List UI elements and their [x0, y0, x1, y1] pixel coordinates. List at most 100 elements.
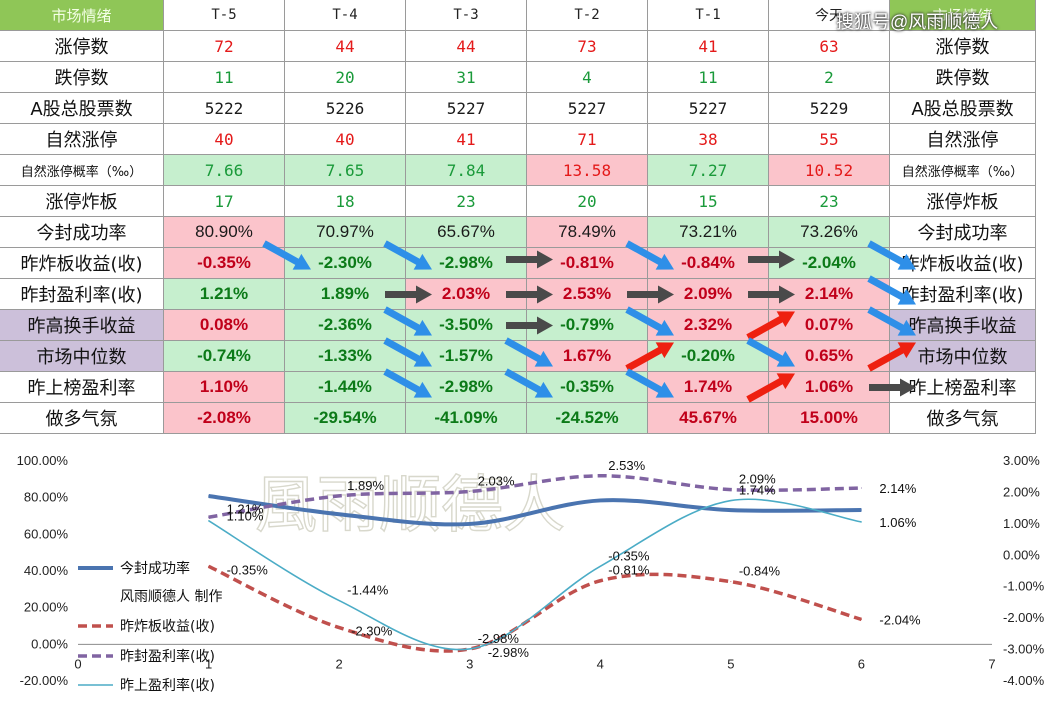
series-point-1: [730, 581, 732, 583]
row-label-right: 市场中位数: [890, 341, 1036, 372]
table-cell: 13.58: [527, 155, 648, 186]
data-label: 1.06%: [879, 515, 916, 530]
header-cell-2: T-4: [285, 0, 406, 31]
data-label: -2.04%: [879, 612, 921, 627]
table-cell: 17: [164, 186, 285, 217]
table-cell: -0.35%: [164, 248, 285, 279]
series-point-3: [730, 500, 732, 502]
row-label-right: 涨停炸板: [890, 186, 1036, 217]
left-tick-label: 80.00%: [24, 490, 69, 505]
table-cell: 7.65: [285, 155, 406, 186]
table-cell: 40: [285, 124, 406, 155]
right-tick-label: -4.00%: [1003, 673, 1045, 688]
series-line-2: [208, 474, 862, 519]
series-point-1: [860, 618, 862, 620]
series-point-1: [338, 627, 340, 629]
legend-item-sealprofit: 昨封盈利率(收): [120, 648, 215, 665]
row-label: 涨停炸板: [0, 186, 164, 217]
x-tick-label: 1: [205, 656, 212, 671]
table-cell: -2.36%: [285, 310, 406, 341]
table-cell: 7.27: [648, 155, 769, 186]
legend-credit: 风雨顺德人 制作: [120, 589, 222, 605]
table-cell: 7.84: [406, 155, 527, 186]
table-cell: 45.67%: [648, 403, 769, 434]
right-tick-label: -2.00%: [1003, 610, 1045, 625]
row-label: 涨停数: [0, 31, 164, 62]
table-cell: -2.30%: [285, 248, 406, 279]
series-point-3: [599, 565, 601, 567]
series-point-2: [599, 475, 601, 477]
table-cell: -3.50%: [406, 310, 527, 341]
table-cell: 11: [164, 62, 285, 93]
right-tick-label: -1.00%: [1003, 579, 1045, 594]
row-label: 昨炸板收益(收): [0, 248, 164, 279]
series-point-2: [860, 487, 862, 489]
table-cell: -2.04%: [769, 248, 890, 279]
table-cell: -2.98%: [406, 372, 527, 403]
table-cell: 70.97%: [285, 217, 406, 248]
sohu-watermark: 搜狐号@风雨顺德人: [836, 12, 999, 32]
table-cell: 2.09%: [648, 279, 769, 310]
table-cell: -41.09%: [406, 403, 527, 434]
table-cell: 5227: [648, 93, 769, 124]
series-point-2: [469, 490, 471, 492]
table-cell: -0.35%: [527, 372, 648, 403]
row-label-right: 昨上榜盈利率: [890, 372, 1036, 403]
right-tick-label: 3.00%: [1003, 453, 1040, 468]
table-cell: 0.07%: [769, 310, 890, 341]
data-label: 2.03%: [478, 473, 515, 488]
series-point-3: [208, 520, 210, 522]
x-tick-label: 6: [858, 656, 865, 671]
series-point-0: [599, 499, 601, 501]
row-label: 自然涨停: [0, 124, 164, 155]
x-tick-label: 0: [74, 656, 81, 671]
table-cell: 15: [648, 186, 769, 217]
table-cell: 80.90%: [164, 217, 285, 248]
row-label: 市场中位数: [0, 341, 164, 372]
left-tick-label: 40.00%: [24, 563, 69, 578]
series-point-2: [338, 495, 340, 497]
header-cell-4: T-2: [527, 0, 648, 31]
table-cell: 1.21%: [164, 279, 285, 310]
data-label: -2.98%: [478, 631, 520, 646]
x-tick-label: 4: [597, 656, 604, 671]
header-cell-3: T-3: [406, 0, 527, 31]
header-cell-0: 市场情绪: [0, 0, 164, 31]
table-cell: 4: [527, 62, 648, 93]
table-cell: 73: [527, 31, 648, 62]
table-cell: -0.74%: [164, 341, 285, 372]
table-cell: 5227: [406, 93, 527, 124]
left-tick-label: -20.00%: [20, 673, 69, 688]
series-point-0: [208, 495, 210, 497]
left-tick-label: 100.00%: [17, 453, 69, 468]
table-cell: 71: [527, 124, 648, 155]
table-cell: 31: [406, 62, 527, 93]
row-label: 昨封盈利率(收): [0, 279, 164, 310]
table-cell: 23: [406, 186, 527, 217]
right-tick-label: -3.00%: [1003, 642, 1045, 657]
chart-watermark: 風雨顺德人: [255, 468, 565, 541]
table-cell: -0.79%: [527, 310, 648, 341]
sentiment-line-chart: 風雨顺德人100.00%80.00%60.00%40.00%20.00%0.00…: [17, 453, 1045, 694]
series-point-3: [860, 521, 862, 523]
table-cell: 0.08%: [164, 310, 285, 341]
table-cell: -24.52%: [527, 403, 648, 434]
table-cell: 2.14%: [769, 279, 890, 310]
data-label: 2.14%: [879, 481, 916, 496]
table-cell: 40: [164, 124, 285, 155]
table-cell: 5222: [164, 93, 285, 124]
left-tick-label: 60.00%: [24, 526, 69, 541]
data-label: -1.44%: [347, 583, 389, 598]
row-label-right: 今封成功率: [890, 217, 1036, 248]
table-cell: 65.67%: [406, 217, 527, 248]
table-cell: 1.06%: [769, 372, 890, 403]
table-cell: -0.84%: [648, 248, 769, 279]
legend-item-brokeboard: 昨炸板收益(收): [120, 619, 215, 635]
series-line-1: [207, 564, 862, 653]
left-tick-label: 20.00%: [24, 600, 69, 615]
row-label-right: 涨停数: [890, 31, 1036, 62]
row-label-right: 做多气氛: [890, 403, 1036, 434]
header-cell-5: T-1: [648, 0, 769, 31]
row-label-right: 自然涨停概率（‰）: [890, 155, 1036, 186]
data-label: -0.81%: [608, 563, 650, 578]
